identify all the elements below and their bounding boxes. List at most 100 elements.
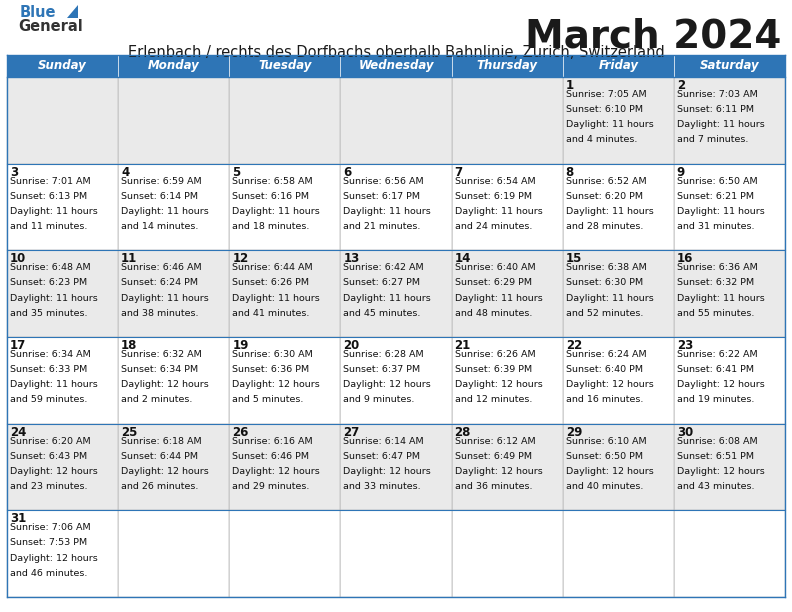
Text: Daylight: 12 hours: Daylight: 12 hours <box>565 467 653 476</box>
Text: Sunset: 6:37 PM: Sunset: 6:37 PM <box>344 365 421 374</box>
Text: and 11 minutes.: and 11 minutes. <box>10 222 87 231</box>
Text: 17: 17 <box>10 339 26 352</box>
Bar <box>7 77 118 163</box>
Text: Erlenbach / rechts des Dorfbachs oberhalb Bahnlinie, Zurich, Switzerland: Erlenbach / rechts des Dorfbachs oberhal… <box>128 45 664 60</box>
Text: Sunrise: 6:30 AM: Sunrise: 6:30 AM <box>232 350 313 359</box>
Text: 4: 4 <box>121 166 129 179</box>
Text: and 55 minutes.: and 55 minutes. <box>677 308 754 318</box>
Bar <box>562 337 674 424</box>
Text: and 16 minutes.: and 16 minutes. <box>565 395 643 405</box>
Text: Sunset: 6:14 PM: Sunset: 6:14 PM <box>121 192 198 201</box>
Bar <box>230 510 341 597</box>
Bar <box>341 337 451 424</box>
Bar <box>341 424 451 510</box>
Bar <box>562 510 674 597</box>
Text: Sunrise: 6:52 AM: Sunrise: 6:52 AM <box>565 177 646 185</box>
Text: Sunrise: 6:14 AM: Sunrise: 6:14 AM <box>344 437 424 446</box>
Text: Sunrise: 6:28 AM: Sunrise: 6:28 AM <box>344 350 424 359</box>
Text: Daylight: 12 hours: Daylight: 12 hours <box>344 467 431 476</box>
Text: and 31 minutes.: and 31 minutes. <box>677 222 754 231</box>
Text: Daylight: 11 hours: Daylight: 11 hours <box>677 207 764 216</box>
Text: and 43 minutes.: and 43 minutes. <box>677 482 754 491</box>
Text: 6: 6 <box>344 166 352 179</box>
Text: 11: 11 <box>121 252 137 266</box>
Text: Daylight: 12 hours: Daylight: 12 hours <box>232 380 320 389</box>
Text: Sunset: 6:51 PM: Sunset: 6:51 PM <box>677 452 754 461</box>
Bar <box>562 163 674 250</box>
Text: Sunset: 6:16 PM: Sunset: 6:16 PM <box>232 192 310 201</box>
Text: Daylight: 12 hours: Daylight: 12 hours <box>121 380 209 389</box>
Text: and 29 minutes.: and 29 minutes. <box>232 482 310 491</box>
Bar <box>674 77 785 163</box>
Text: Daylight: 11 hours: Daylight: 11 hours <box>232 207 320 216</box>
Text: 19: 19 <box>232 339 249 352</box>
Text: Daylight: 12 hours: Daylight: 12 hours <box>565 380 653 389</box>
Text: Sunset: 6:24 PM: Sunset: 6:24 PM <box>121 278 198 288</box>
Bar <box>562 424 674 510</box>
Text: Sunrise: 7:05 AM: Sunrise: 7:05 AM <box>565 90 646 99</box>
Text: Sunset: 6:47 PM: Sunset: 6:47 PM <box>344 452 421 461</box>
Text: and 52 minutes.: and 52 minutes. <box>565 308 643 318</box>
Bar <box>230 77 341 163</box>
Bar <box>674 424 785 510</box>
Text: Sunset: 6:27 PM: Sunset: 6:27 PM <box>344 278 421 288</box>
Bar <box>7 424 118 510</box>
Text: Daylight: 11 hours: Daylight: 11 hours <box>677 121 764 129</box>
Bar <box>230 55 341 77</box>
Bar <box>451 55 562 77</box>
Text: 31: 31 <box>10 512 26 525</box>
Text: and 21 minutes.: and 21 minutes. <box>344 222 421 231</box>
Text: 9: 9 <box>677 166 685 179</box>
Text: Daylight: 11 hours: Daylight: 11 hours <box>344 294 431 302</box>
Text: Sunset: 6:29 PM: Sunset: 6:29 PM <box>455 278 531 288</box>
Text: 22: 22 <box>565 339 582 352</box>
Text: Daylight: 11 hours: Daylight: 11 hours <box>455 207 543 216</box>
Text: Daylight: 11 hours: Daylight: 11 hours <box>455 294 543 302</box>
Text: Sunset: 6:44 PM: Sunset: 6:44 PM <box>121 452 198 461</box>
Bar <box>674 55 785 77</box>
Text: Sunset: 6:41 PM: Sunset: 6:41 PM <box>677 365 754 374</box>
Text: and 41 minutes.: and 41 minutes. <box>232 308 310 318</box>
Text: Sunrise: 6:48 AM: Sunrise: 6:48 AM <box>10 263 90 272</box>
Text: Sunset: 7:53 PM: Sunset: 7:53 PM <box>10 539 87 548</box>
Text: Sunrise: 6:44 AM: Sunrise: 6:44 AM <box>232 263 313 272</box>
Text: Sunrise: 6:42 AM: Sunrise: 6:42 AM <box>344 263 424 272</box>
Bar <box>674 163 785 250</box>
Text: Sunset: 6:23 PM: Sunset: 6:23 PM <box>10 278 87 288</box>
Text: Daylight: 12 hours: Daylight: 12 hours <box>677 380 764 389</box>
Bar <box>451 510 562 597</box>
Text: 20: 20 <box>344 339 360 352</box>
Text: Sunset: 6:26 PM: Sunset: 6:26 PM <box>232 278 310 288</box>
Bar <box>341 55 451 77</box>
Text: March 2024: March 2024 <box>524 17 781 55</box>
Text: Sunset: 6:33 PM: Sunset: 6:33 PM <box>10 365 87 374</box>
Text: Sunset: 6:43 PM: Sunset: 6:43 PM <box>10 452 87 461</box>
Bar <box>674 337 785 424</box>
Text: Daylight: 12 hours: Daylight: 12 hours <box>232 467 320 476</box>
Text: Tuesday: Tuesday <box>258 59 311 72</box>
Text: 8: 8 <box>565 166 574 179</box>
Text: Daylight: 11 hours: Daylight: 11 hours <box>677 294 764 302</box>
Text: and 45 minutes.: and 45 minutes. <box>344 308 421 318</box>
Text: 18: 18 <box>121 339 138 352</box>
Text: Sunrise: 6:26 AM: Sunrise: 6:26 AM <box>455 350 535 359</box>
Text: Saturday: Saturday <box>699 59 760 72</box>
Text: Sunset: 6:30 PM: Sunset: 6:30 PM <box>565 278 643 288</box>
Bar <box>118 424 230 510</box>
Bar <box>230 250 341 337</box>
Text: Sunrise: 6:24 AM: Sunrise: 6:24 AM <box>565 350 646 359</box>
Bar <box>451 337 562 424</box>
Text: Daylight: 11 hours: Daylight: 11 hours <box>565 121 653 129</box>
Text: Sunset: 6:32 PM: Sunset: 6:32 PM <box>677 278 754 288</box>
Text: Daylight: 12 hours: Daylight: 12 hours <box>121 467 209 476</box>
Text: Daylight: 11 hours: Daylight: 11 hours <box>121 294 209 302</box>
Text: Sunrise: 7:01 AM: Sunrise: 7:01 AM <box>10 177 90 185</box>
Polygon shape <box>67 5 78 18</box>
Text: Daylight: 12 hours: Daylight: 12 hours <box>455 467 543 476</box>
Bar <box>562 77 674 163</box>
Text: Sunrise: 6:16 AM: Sunrise: 6:16 AM <box>232 437 313 446</box>
Text: Daylight: 12 hours: Daylight: 12 hours <box>10 554 97 562</box>
Text: and 5 minutes.: and 5 minutes. <box>232 395 303 405</box>
Text: Wednesday: Wednesday <box>358 59 434 72</box>
Text: 7: 7 <box>455 166 463 179</box>
